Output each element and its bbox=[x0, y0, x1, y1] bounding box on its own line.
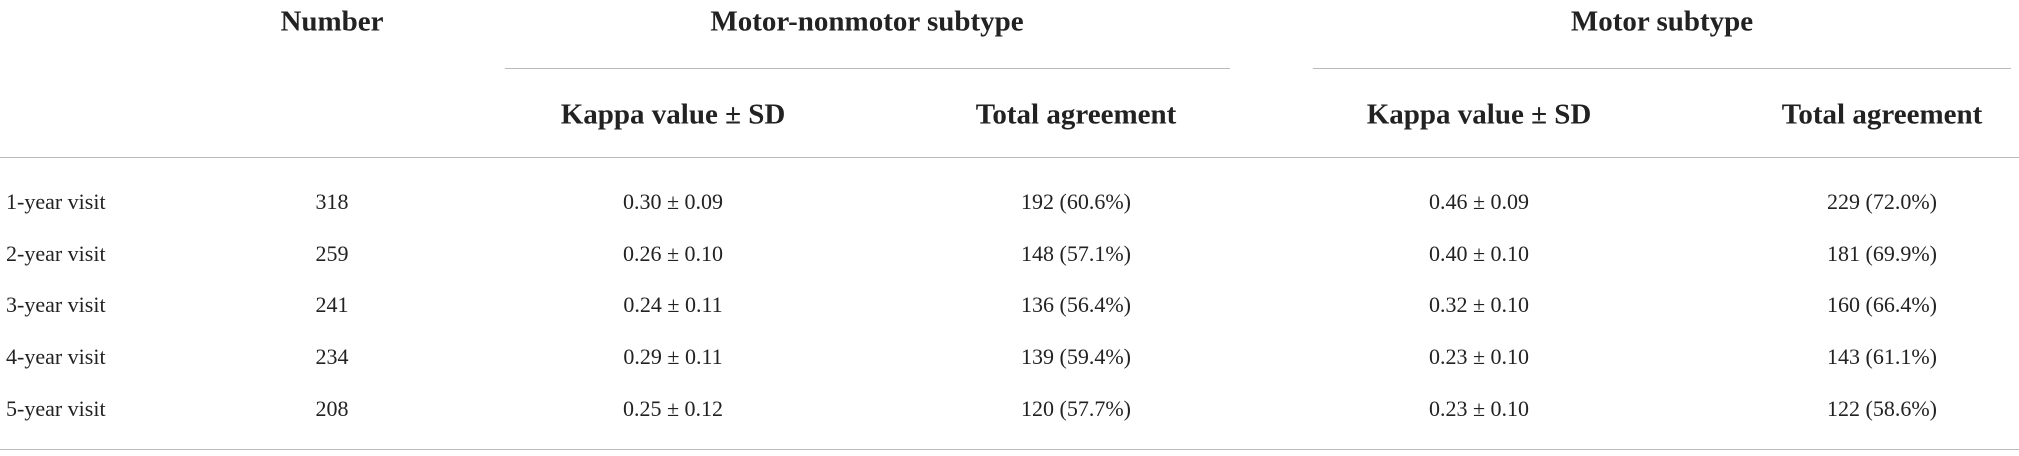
cell: 241 bbox=[315, 292, 349, 317]
row-label: 5-year visit bbox=[6, 396, 106, 421]
bottom-rule bbox=[0, 449, 2019, 450]
cell: 120 (57.7%) bbox=[1021, 396, 1131, 421]
cell: 192 (60.6%) bbox=[1021, 189, 1131, 214]
cell: 234 bbox=[315, 344, 349, 369]
cell: 148 (57.1%) bbox=[1021, 241, 1131, 266]
cell: 259 bbox=[315, 241, 349, 266]
row-label: 3-year visit bbox=[6, 292, 106, 317]
group-rule bbox=[505, 68, 1230, 69]
column-header: Total agreement bbox=[975, 98, 1177, 131]
cell: 0.32 ± 0.10 bbox=[1428, 292, 1530, 317]
cell: 0.24 ± 0.11 bbox=[623, 292, 723, 317]
cell: 318 bbox=[315, 189, 349, 214]
group-header: Motor subtype bbox=[1570, 5, 1754, 38]
column-header: Number bbox=[280, 5, 384, 38]
cell: 0.25 ± 0.12 bbox=[622, 396, 724, 421]
row-label: 2-year visit bbox=[6, 241, 106, 266]
cell: 0.40 ± 0.10 bbox=[1428, 241, 1530, 266]
cell: 136 (56.4%) bbox=[1021, 292, 1131, 317]
cell: 139 (59.4%) bbox=[1021, 344, 1131, 369]
cell: 0.46 ± 0.09 bbox=[1428, 189, 1530, 214]
column-header: Kappa value ± SD bbox=[1366, 98, 1592, 131]
row-label: 1-year visit bbox=[6, 189, 106, 214]
group-header: Motor-nonmotor subtype bbox=[710, 5, 1024, 38]
cell: 0.26 ± 0.10 bbox=[622, 241, 724, 266]
cell: 229 (72.0%) bbox=[1827, 189, 1937, 214]
header-rule bbox=[0, 157, 2019, 158]
cell: 0.23 ± 0.10 bbox=[1428, 396, 1530, 421]
cell: 208 bbox=[315, 396, 349, 421]
row-label: 4-year visit bbox=[6, 344, 106, 369]
column-header: Total agreement bbox=[1781, 98, 1983, 131]
column-header: Kappa value ± SD bbox=[560, 98, 786, 131]
cell: 160 (66.4%) bbox=[1827, 292, 1937, 317]
cell: 143 (61.1%) bbox=[1827, 344, 1937, 369]
cell: 0.30 ± 0.09 bbox=[622, 189, 724, 214]
group-rule bbox=[1313, 68, 2011, 69]
cell: 0.23 ± 0.10 bbox=[1428, 344, 1530, 369]
cell: 181 (69.9%) bbox=[1827, 241, 1937, 266]
cell: 0.29 ± 0.11 bbox=[623, 344, 723, 369]
cell: 122 (58.6%) bbox=[1827, 396, 1937, 421]
